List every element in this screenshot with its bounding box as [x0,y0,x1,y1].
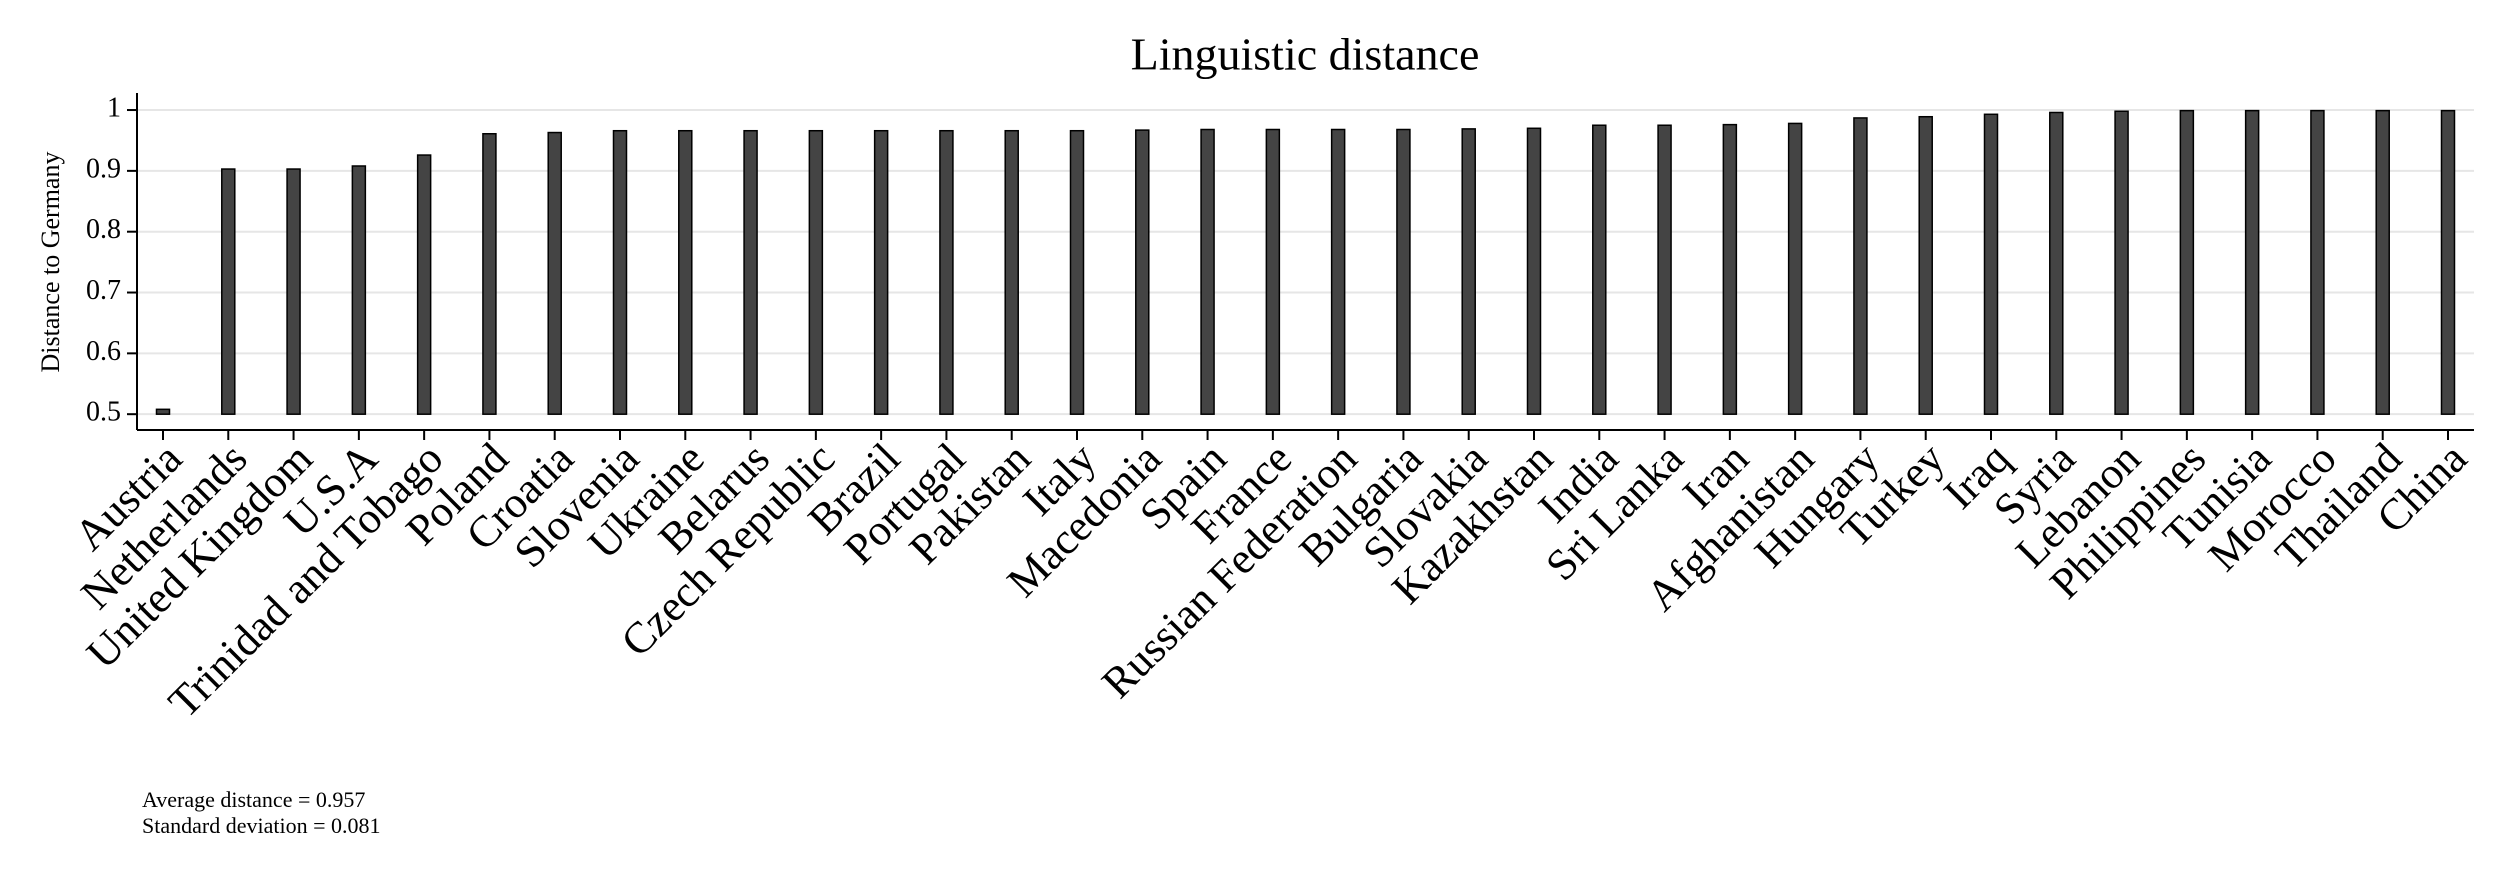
y-tick-label: 0.6 [86,336,121,367]
bar [612,129,628,415]
bar [1853,117,1868,415]
bar [1722,123,1738,415]
y-tick-label: 0.7 [86,275,121,306]
bar [1004,129,1019,415]
bar [2440,109,2456,415]
chart-title: Linguistic distance [1131,29,1480,80]
bar [808,129,824,415]
bar [873,129,889,415]
bar [155,408,171,415]
bar [678,129,693,415]
bar [1396,128,1411,415]
bar [1526,127,1542,415]
bar [2310,109,2325,415]
bar [286,168,301,415]
bar [1787,122,1803,415]
bar [1135,129,1150,415]
bar [416,154,432,415]
bar [2179,109,2195,415]
y-axis-title: Distance to Germany [36,152,65,373]
bar [1657,124,1672,415]
bar [1461,128,1476,415]
bar [2244,109,2260,415]
bar [1265,128,1281,415]
bar [1918,115,1933,415]
bar [482,133,497,415]
bar [547,131,562,415]
y-tick-label: 0.9 [86,153,121,184]
bar [2049,111,2064,415]
bar [1069,129,1085,415]
y-tick-label: 1 [107,92,121,123]
bar [1200,128,1215,415]
bar [221,168,236,415]
annotation: Average distance = 0.957 [142,787,365,812]
annotation: Standard deviation = 0.081 [142,813,380,838]
bar [1592,124,1607,415]
bar [1983,113,1999,415]
y-tick-label: 0.5 [86,397,121,428]
bar [2114,110,2129,415]
bar [1330,128,1346,415]
y-tick-label: 0.8 [86,214,121,245]
bar [351,165,367,415]
bar [743,129,758,415]
bar [939,129,954,415]
bar [2375,109,2390,415]
